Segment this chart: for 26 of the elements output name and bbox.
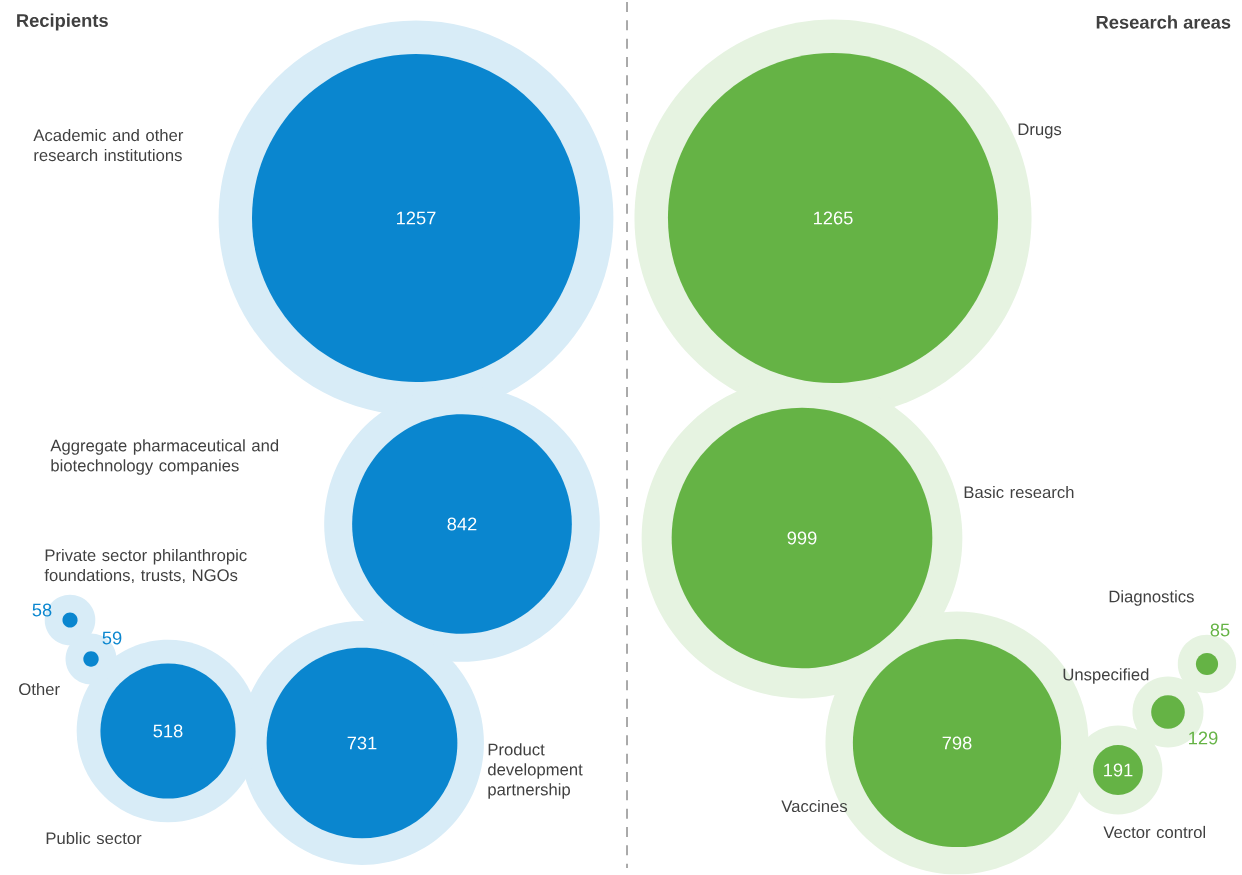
data-label: 59	[102, 631, 122, 645]
data-label: 58	[32, 603, 52, 617]
data-label: 85	[1210, 623, 1230, 637]
data-label: 518	[153, 724, 183, 738]
data-label: 798	[942, 736, 972, 750]
category-label: Diagnostics	[1109, 590, 1194, 607]
data-label: 1257	[396, 211, 436, 225]
data-label: 842	[447, 517, 477, 531]
text: Recipients	[17, 13, 108, 31]
category-label: Academic and other research institutions	[33, 129, 184, 162]
category-label: Other	[19, 683, 60, 696]
data-label: 1265	[813, 211, 853, 225]
category-label: Product development partnership	[488, 743, 583, 800]
category-label: Vector control	[1103, 826, 1206, 839]
category-label: Basic research	[964, 486, 1074, 499]
data-label: 191	[1104, 763, 1133, 777]
data-label: 129	[1189, 731, 1218, 745]
category-label: Private sector philanthropic foundations, trusts, NGOs	[44, 549, 247, 584]
data-label: 999	[787, 531, 817, 545]
category-label: Public sector	[46, 832, 142, 845]
category-label: Aggregate pharmaceutical and biotechnology companies	[50, 439, 279, 476]
category-label: Vaccines	[781, 800, 848, 813]
category-label: Unspecified	[1063, 668, 1149, 685]
text: Research areas	[1096, 15, 1231, 29]
category-label: Drugs	[1018, 123, 1062, 139]
data-label: 731	[347, 736, 377, 750]
